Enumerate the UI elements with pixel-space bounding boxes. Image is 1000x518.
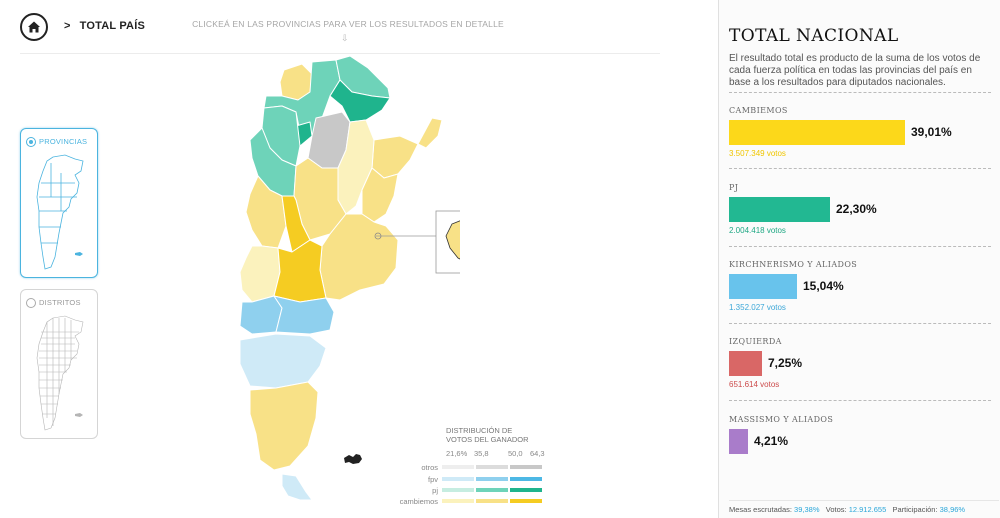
party-percentage: 22,30%	[836, 202, 877, 216]
province-rio-negro[interactable]	[273, 295, 335, 335]
legend-swatch	[476, 477, 508, 481]
party-percentage: 39,01%	[911, 125, 952, 139]
breadcrumb: > TOTAL PAÍS	[64, 20, 145, 32]
districts-thumbnail	[36, 315, 84, 431]
divider	[729, 400, 991, 401]
map-instruction: CLICKEÁ EN LAS PROVINCIAS PARA VER LOS R…	[192, 19, 504, 29]
mode-distritos[interactable]: DISTRITOS	[20, 289, 98, 439]
legend-row-cambiemos: cambiemos	[380, 496, 550, 506]
header-divider	[20, 53, 660, 54]
province-corrientes[interactable]	[371, 135, 419, 179]
party-percentage: 4,21%	[754, 434, 789, 448]
legend-scale-2: 35,8	[474, 449, 489, 458]
mode-distritos-label: DISTRITOS	[39, 298, 81, 307]
caba-marker[interactable]	[374, 232, 382, 240]
party-name: IZQUIERDA	[729, 337, 782, 346]
province-tierra-del-fuego[interactable]	[281, 473, 313, 501]
party-result: IZQUIERDA 7,25% 651.614 votos	[729, 337, 991, 417]
panel-description: El resultado total es producto de la sum…	[729, 53, 981, 88]
party-votes: 2.004.418 votos	[729, 226, 786, 235]
party-votes: 3.507.349 votos	[729, 149, 786, 158]
legend-swatch	[476, 499, 508, 503]
participacion-label: Participación:	[892, 505, 938, 514]
party-bar	[729, 429, 748, 454]
votos-value: 12.912.655	[848, 505, 887, 514]
legend-title: DISTRIBUCIÓN DE VOTOS DEL GANADOR	[446, 426, 529, 444]
province-cordoba[interactable]	[293, 157, 347, 241]
party-result: CAMBIEMOS 39,01% 3.507.349 votos	[729, 106, 991, 186]
divider	[729, 323, 991, 324]
party-result: PJ 22,30% 2.004.418 votos	[729, 183, 991, 263]
party-bar	[729, 274, 797, 299]
party-percentage: 15,04%	[803, 279, 844, 293]
mesas-value: 39,38%	[794, 505, 820, 514]
divider	[729, 92, 991, 93]
radio-provincias[interactable]	[26, 137, 36, 147]
province-chubut[interactable]	[239, 333, 327, 389]
province-neuquen[interactable]	[239, 295, 283, 335]
province-san-luis[interactable]	[281, 195, 311, 253]
legend-name: otros	[421, 462, 438, 472]
mode-provincias[interactable]: PROVINCIAS	[20, 128, 98, 278]
party-name: PJ	[729, 183, 739, 192]
results-panel: TOTAL NACIONAL El resultado total es pro…	[718, 0, 1000, 518]
party-bar	[729, 197, 830, 222]
legend-row-pj: pj	[380, 485, 550, 495]
breadcrumb-separator: >	[64, 20, 71, 32]
home-icon	[28, 21, 40, 33]
provinces-thumbnail	[36, 154, 84, 270]
province-santa-fe[interactable]	[337, 119, 375, 215]
party-name: CAMBIEMOS	[729, 106, 788, 115]
malvinas-islands	[344, 454, 362, 464]
divider	[729, 246, 991, 247]
participacion-value: 38,96%	[939, 505, 966, 514]
legend-scale-4: 64,3	[530, 449, 545, 458]
party-votes: 1.352.027 votos	[729, 303, 786, 312]
party-bar	[729, 351, 762, 376]
legend-scale-1: 21,6%	[446, 449, 468, 458]
province-chaco[interactable]	[329, 79, 391, 123]
party-name: KIRCHNERISMO Y ALIADOS	[729, 260, 858, 269]
legend-swatch	[476, 465, 508, 469]
mode-provincias-label: PROVINCIAS	[39, 137, 88, 146]
legend-name: pj	[432, 485, 438, 495]
legend-swatch	[510, 477, 542, 481]
legend-swatch	[442, 465, 474, 469]
breadcrumb-current: TOTAL PAÍS	[79, 20, 145, 32]
home-button[interactable]	[20, 13, 48, 41]
party-name: MASSISMO Y ALIADOS	[729, 415, 834, 424]
legend-swatch	[510, 488, 542, 492]
votos-label: Votos:	[825, 505, 847, 514]
legend-name: cambiemos	[399, 496, 438, 506]
party-result: MASSISMO Y ALIADOS 4,21%	[729, 415, 991, 495]
province-san-juan[interactable]	[245, 175, 287, 249]
province-entre-rios[interactable]	[361, 167, 399, 223]
panel-title: TOTAL NACIONAL	[729, 26, 899, 46]
legend-row-otros: otros	[380, 462, 550, 472]
legend-swatch	[442, 477, 474, 481]
mesas-label: Mesas escrutadas:	[729, 505, 792, 514]
party-percentage: 7,25%	[768, 356, 803, 370]
radio-distritos[interactable]	[26, 298, 36, 308]
province-misiones[interactable]	[417, 117, 443, 149]
legend-swatch	[510, 499, 542, 503]
legend-name: fpv	[427, 474, 438, 484]
legend-scale-3: 50,0	[508, 449, 523, 458]
legend-row-fpv: fpv	[380, 474, 550, 484]
down-arrow-icon: ⇩	[341, 33, 349, 43]
scrutiny-footer: Mesas escrutadas: 39,38% Votos: 12.912.6…	[729, 500, 999, 514]
divider	[729, 168, 991, 169]
legend-swatch	[510, 465, 542, 469]
legend-swatch	[442, 499, 474, 503]
province-santa-cruz[interactable]	[249, 381, 319, 471]
province-la-pampa[interactable]	[273, 239, 327, 303]
province-mendoza[interactable]	[239, 245, 281, 303]
party-bar	[729, 120, 905, 145]
party-votes: 651.614 votos	[729, 380, 780, 389]
argentina-map	[230, 55, 495, 510]
legend-swatch	[476, 488, 508, 492]
party-result: KIRCHNERISMO Y ALIADOS 15,04% 1.352.027 …	[729, 260, 991, 340]
legend-swatch	[442, 488, 474, 492]
